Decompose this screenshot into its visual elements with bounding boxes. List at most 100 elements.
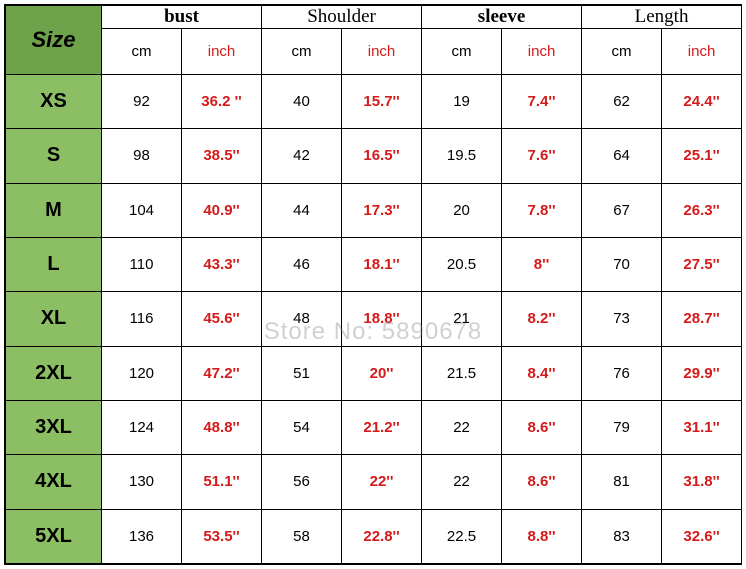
shoulder-cm: 48 [262, 292, 342, 346]
size-chart-container: Store No: 5890678 Size bust Shoulder sle… [4, 4, 742, 565]
length-inch: 31.1'' [662, 400, 742, 454]
sleeve-inch: 8.6'' [502, 400, 582, 454]
sleeve-cm: 20.5 [422, 237, 502, 291]
length-inch: 32.6'' [662, 509, 742, 563]
length-inch: 28.7'' [662, 292, 742, 346]
shoulder-cm: 56 [262, 455, 342, 509]
shoulder-cm: 54 [262, 400, 342, 454]
size-label: L [6, 237, 102, 291]
bust-cm: 130 [102, 455, 182, 509]
unit-inch: inch [182, 29, 262, 75]
bust-inch: 53.5'' [182, 509, 262, 563]
sleeve-inch: 7.4'' [502, 75, 582, 129]
length-cm: 67 [582, 183, 662, 237]
sleeve-inch: 8.6'' [502, 455, 582, 509]
bust-cm: 136 [102, 509, 182, 563]
sleeve-cm: 19 [422, 75, 502, 129]
bust-inch: 47.2'' [182, 346, 262, 400]
shoulder-inch: 22'' [342, 455, 422, 509]
unit-inch: inch [502, 29, 582, 75]
unit-inch: inch [662, 29, 742, 75]
bust-cm: 98 [102, 129, 182, 183]
table-row: S9838.5''4216.5''19.57.6''6425.1'' [6, 129, 742, 183]
table-row: 5XL13653.5''5822.8''22.58.8''8332.6'' [6, 509, 742, 563]
shoulder-inch: 16.5'' [342, 129, 422, 183]
size-label: 3XL [6, 400, 102, 454]
size-label: M [6, 183, 102, 237]
unit-cm: cm [582, 29, 662, 75]
length-cm: 83 [582, 509, 662, 563]
sleeve-inch: 8.2'' [502, 292, 582, 346]
bust-inch: 40.9'' [182, 183, 262, 237]
shoulder-cm: 58 [262, 509, 342, 563]
sleeve-cm: 22 [422, 455, 502, 509]
col-length-header: Length [582, 6, 742, 29]
shoulder-cm: 42 [262, 129, 342, 183]
size-label: S [6, 129, 102, 183]
size-chart-table: Size bust Shoulder sleeve Length cm inch… [5, 5, 742, 564]
size-label: XL [6, 292, 102, 346]
sleeve-inch: 7.8'' [502, 183, 582, 237]
col-bust-header: bust [102, 6, 262, 29]
length-cm: 70 [582, 237, 662, 291]
bust-inch: 48.8'' [182, 400, 262, 454]
bust-inch: 36.2 '' [182, 75, 262, 129]
length-inch: 24.4'' [662, 75, 742, 129]
sleeve-inch: 8'' [502, 237, 582, 291]
bust-cm: 104 [102, 183, 182, 237]
unit-cm: cm [422, 29, 502, 75]
length-cm: 76 [582, 346, 662, 400]
table-row: 3XL12448.8''5421.2''228.6''7931.1'' [6, 400, 742, 454]
length-cm: 73 [582, 292, 662, 346]
bust-cm: 92 [102, 75, 182, 129]
sleeve-inch: 8.8'' [502, 509, 582, 563]
shoulder-inch: 17.3'' [342, 183, 422, 237]
table-row: L11043.3''4618.1''20.58''7027.5'' [6, 237, 742, 291]
shoulder-inch: 15.7'' [342, 75, 422, 129]
table-row: 4XL13051.1''5622''228.6''8131.8'' [6, 455, 742, 509]
bust-inch: 51.1'' [182, 455, 262, 509]
length-inch: 29.9'' [662, 346, 742, 400]
col-sleeve-header: sleeve [422, 6, 582, 29]
sleeve-cm: 20 [422, 183, 502, 237]
length-inch: 25.1'' [662, 129, 742, 183]
table-row: XS9236.2 ''4015.7''197.4''6224.4'' [6, 75, 742, 129]
size-label: XS [6, 75, 102, 129]
shoulder-cm: 40 [262, 75, 342, 129]
sleeve-inch: 8.4'' [502, 346, 582, 400]
table-row: 2XL12047.2''5120''21.58.4''7629.9'' [6, 346, 742, 400]
shoulder-inch: 20'' [342, 346, 422, 400]
bust-inch: 45.6'' [182, 292, 262, 346]
shoulder-inch: 21.2'' [342, 400, 422, 454]
length-cm: 79 [582, 400, 662, 454]
unit-cm: cm [102, 29, 182, 75]
length-inch: 31.8'' [662, 455, 742, 509]
size-label: 5XL [6, 509, 102, 563]
bust-cm: 124 [102, 400, 182, 454]
size-label: 2XL [6, 346, 102, 400]
bust-inch: 43.3'' [182, 237, 262, 291]
bust-cm: 116 [102, 292, 182, 346]
sleeve-cm: 21 [422, 292, 502, 346]
shoulder-inch: 18.1'' [342, 237, 422, 291]
col-shoulder-header: Shoulder [262, 6, 422, 29]
unit-inch: inch [342, 29, 422, 75]
unit-cm: cm [262, 29, 342, 75]
table-row: XL11645.6''4818.8''218.2''7328.7'' [6, 292, 742, 346]
length-cm: 64 [582, 129, 662, 183]
shoulder-cm: 44 [262, 183, 342, 237]
size-label: 4XL [6, 455, 102, 509]
length-cm: 81 [582, 455, 662, 509]
length-cm: 62 [582, 75, 662, 129]
length-inch: 26.3'' [662, 183, 742, 237]
sleeve-cm: 21.5 [422, 346, 502, 400]
shoulder-cm: 46 [262, 237, 342, 291]
col-size-header: Size [6, 6, 102, 75]
sleeve-cm: 22.5 [422, 509, 502, 563]
header-row-units: cm inch cm inch cm inch cm inch [6, 29, 742, 75]
shoulder-inch: 18.8'' [342, 292, 422, 346]
shoulder-cm: 51 [262, 346, 342, 400]
length-inch: 27.5'' [662, 237, 742, 291]
header-row-groups: Size bust Shoulder sleeve Length [6, 6, 742, 29]
sleeve-inch: 7.6'' [502, 129, 582, 183]
